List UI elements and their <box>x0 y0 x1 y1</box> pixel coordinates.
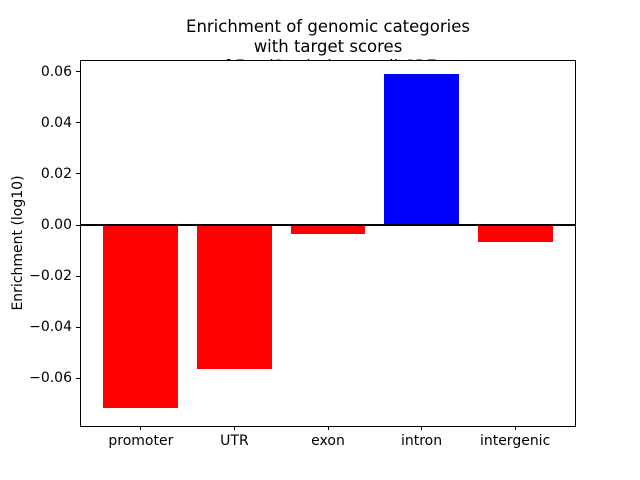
y-tick-label-0.02: 0.02 <box>40 165 72 182</box>
y-tick-mark-−0.02 <box>76 275 80 277</box>
y-tick-mark-0.04 <box>76 122 80 124</box>
y-tick-mark-0.00 <box>76 224 80 226</box>
x-tick-mark-promoter <box>140 426 142 430</box>
plot-area <box>80 60 576 427</box>
x-tick-label-exon: exon <box>311 433 345 449</box>
bar-UTR <box>197 225 272 370</box>
bar-promoter <box>103 225 179 408</box>
y-tick-mark-−0.06 <box>76 377 80 379</box>
x-tick-mark-exon <box>327 426 329 430</box>
y-tick-mark-0.02 <box>76 173 80 175</box>
y-tick-label-0.04: 0.04 <box>40 114 72 131</box>
y-tick-label-−0.02: −0.02 <box>29 268 72 285</box>
x-tick-label-intergenic: intergenic <box>479 433 551 449</box>
y-axis-label: Enrichment (log10) <box>10 175 26 311</box>
x-tick-mark-intron <box>421 426 423 430</box>
zero-line <box>81 223 575 227</box>
bar-intergenic <box>477 225 553 243</box>
x-tick-mark-UTR <box>233 426 235 430</box>
x-tick-label-intron: intron <box>400 433 443 449</box>
y-tick-label-0.06: 0.06 <box>40 63 72 80</box>
x-tick-label-UTR: UTR <box>220 433 249 449</box>
y-tick-label-−0.06: −0.06 <box>29 370 72 387</box>
y-tick-mark-−0.04 <box>76 326 80 328</box>
x-tick-mark-intergenic <box>514 426 516 430</box>
bar-exon <box>290 225 366 234</box>
y-tick-mark-0.06 <box>76 71 80 73</box>
bar-intron <box>384 74 459 225</box>
y-tick-label-0.00: 0.00 <box>40 217 72 233</box>
x-tick-label-promoter: promoter <box>108 433 174 449</box>
y-tick-label-−0.04: −0.04 <box>29 319 72 336</box>
